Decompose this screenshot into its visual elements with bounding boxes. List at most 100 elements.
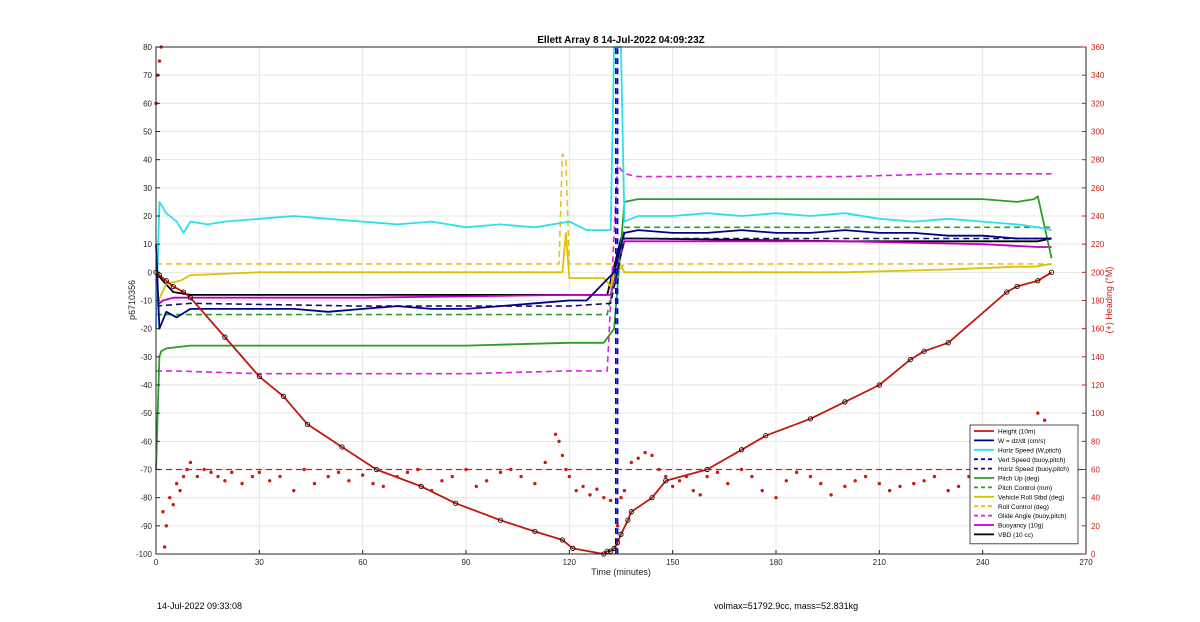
height-marker bbox=[649, 495, 655, 501]
legend-label: Horiz Speed (W,pitch) bbox=[998, 447, 1061, 454]
heading-point bbox=[429, 488, 434, 493]
legend-label: Pitch Up (deg) bbox=[998, 476, 1040, 483]
heading-point bbox=[278, 474, 282, 479]
y-tick-label: -100 bbox=[136, 550, 153, 559]
heading-point bbox=[267, 479, 272, 483]
y-right-tick-label: 60 bbox=[1091, 466, 1100, 475]
heading-point bbox=[774, 495, 778, 500]
heading-point bbox=[171, 503, 175, 507]
heading-point bbox=[829, 493, 833, 497]
y-tick-label: 80 bbox=[143, 43, 152, 52]
heading-point bbox=[162, 545, 167, 549]
y-right-tick-label: 80 bbox=[1091, 437, 1100, 446]
x-tick-label: 120 bbox=[563, 558, 577, 567]
heading-layer bbox=[154, 45, 1086, 549]
heading-point bbox=[302, 467, 306, 472]
height-marker bbox=[608, 548, 614, 554]
y-right-tick-label: 100 bbox=[1091, 409, 1105, 418]
heading-point bbox=[636, 456, 640, 460]
heading-point bbox=[1042, 418, 1047, 422]
legend-label: Vehicle Roll Stbd (deg) bbox=[998, 494, 1064, 501]
heading-point bbox=[326, 474, 330, 479]
y-tick-label: 20 bbox=[143, 212, 152, 221]
x-axis: 0 30 60 90 120 150 180 210 240 270 bbox=[154, 550, 1093, 567]
heading-point bbox=[336, 470, 341, 475]
footer-mass-info: volmax=51792.9cc, mass=52.831kg bbox=[714, 601, 859, 611]
x-tick-label: 240 bbox=[976, 558, 990, 567]
height-marker bbox=[280, 393, 287, 399]
heading-point bbox=[181, 474, 186, 479]
y-right-tick-label: 340 bbox=[1091, 71, 1105, 80]
height-marker bbox=[842, 399, 848, 405]
heading-point bbox=[543, 460, 547, 465]
x-tick-label: 150 bbox=[666, 558, 680, 567]
heading-point bbox=[209, 470, 213, 475]
heading-point bbox=[629, 460, 634, 465]
heading-point bbox=[664, 474, 668, 479]
height-marker bbox=[222, 334, 228, 340]
y-right-tick-label: 40 bbox=[1091, 494, 1100, 503]
heading-point bbox=[898, 484, 902, 489]
heading-point bbox=[395, 474, 399, 479]
heading-point bbox=[650, 453, 654, 458]
heading-point bbox=[705, 474, 709, 479]
heading-point bbox=[1036, 411, 1040, 415]
height-marker bbox=[763, 433, 769, 439]
heading-point bbox=[178, 488, 182, 493]
heading-point bbox=[588, 493, 592, 497]
y-axis-right-label: (+) Heading (°M) bbox=[1104, 267, 1114, 334]
legend-label: Buoyancy (10g) bbox=[998, 523, 1044, 530]
y-right-tick-label: 300 bbox=[1091, 128, 1105, 137]
heading-point bbox=[622, 488, 627, 493]
height-marker bbox=[738, 447, 745, 453]
legend-label: VBD (10 cc) bbox=[998, 532, 1033, 539]
series-line bbox=[156, 153, 1052, 274]
height-marker bbox=[532, 528, 538, 535]
heading-point bbox=[157, 59, 162, 63]
y-right-tick-label: 240 bbox=[1091, 212, 1105, 221]
height-marker bbox=[945, 340, 951, 346]
heading-point bbox=[643, 450, 647, 455]
heading-point bbox=[922, 479, 926, 483]
series-line bbox=[155, 237, 1052, 307]
heading-point bbox=[784, 479, 789, 483]
y-tick-label: -30 bbox=[140, 353, 152, 362]
height-marker bbox=[628, 509, 634, 515]
height-marker bbox=[187, 295, 194, 301]
height-marker bbox=[907, 357, 913, 363]
height-marker bbox=[807, 416, 814, 422]
heading-point bbox=[519, 474, 523, 479]
y-right-tick-label: 140 bbox=[1091, 353, 1105, 362]
y-right-tick-label: 320 bbox=[1091, 99, 1105, 108]
heading-point bbox=[698, 493, 702, 497]
x-axis-label: Time (minutes) bbox=[591, 567, 651, 577]
height-marker bbox=[304, 421, 311, 428]
heading-point bbox=[464, 467, 468, 472]
legend-label: Roll Control (deg) bbox=[998, 504, 1049, 511]
heading-point bbox=[684, 474, 689, 479]
heading-point bbox=[498, 470, 503, 475]
heading-point bbox=[257, 470, 262, 475]
height-marker bbox=[559, 537, 566, 543]
height-marker bbox=[170, 283, 176, 290]
heading-point bbox=[912, 481, 916, 486]
y-right-tick-label: 260 bbox=[1091, 184, 1105, 193]
height-marker bbox=[497, 517, 504, 523]
y-right-tick-label: 0 bbox=[1091, 550, 1096, 559]
heading-point bbox=[557, 439, 561, 444]
height-marker bbox=[1014, 283, 1020, 290]
y-axis-label: p6710356 bbox=[127, 280, 137, 320]
legend: Height (10m) W = dz/dt (cm/s) Horiz Speed … bbox=[969, 424, 1079, 545]
heading-point bbox=[533, 481, 537, 486]
height-marker bbox=[611, 545, 617, 551]
heading-point bbox=[202, 467, 206, 472]
heading-point bbox=[602, 495, 606, 500]
y-right-tick-label: 180 bbox=[1091, 297, 1105, 306]
y-right-tick-label: 20 bbox=[1091, 522, 1100, 531]
heading-point bbox=[174, 481, 179, 486]
heading-point bbox=[843, 484, 847, 489]
heading-point bbox=[474, 484, 479, 489]
heading-point bbox=[670, 484, 675, 489]
y-right-tick-label: 360 bbox=[1091, 43, 1105, 52]
